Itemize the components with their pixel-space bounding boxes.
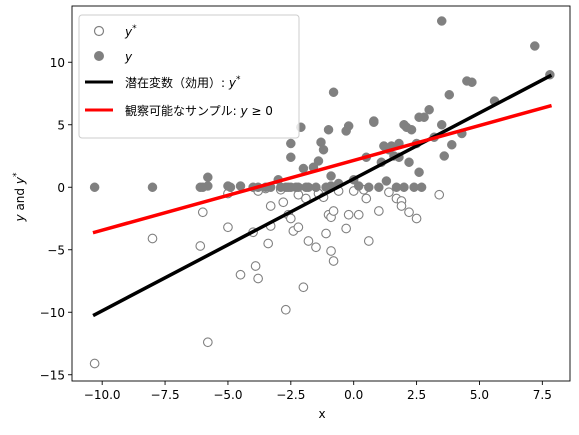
data-point-y xyxy=(364,182,374,192)
data-point-y-star xyxy=(250,261,261,271)
data-point-y xyxy=(424,105,434,115)
data-point-y-star xyxy=(343,209,354,220)
data-point-y xyxy=(328,87,339,97)
data-point-y-star xyxy=(311,242,321,253)
observed-regression-line xyxy=(92,103,553,235)
data-point-y-star xyxy=(253,273,263,284)
legend-box xyxy=(78,14,300,139)
data-point-y xyxy=(318,145,329,155)
x-tick-label: 5.0 xyxy=(470,388,489,402)
legend-label-y-star: y* xyxy=(124,24,137,39)
y-tick-label: −5 xyxy=(47,243,65,257)
x-axis-label: x xyxy=(318,407,325,421)
data-point-y xyxy=(439,151,449,161)
latent-regression-line xyxy=(92,73,553,318)
data-point-y-star xyxy=(328,256,339,266)
legend: y* y 潜在変数（効用）: y* 観察可能なサンプル: y ≥ 0 xyxy=(78,14,300,139)
data-point-y-star xyxy=(223,222,233,233)
data-point-y xyxy=(447,140,457,150)
data-point-y-star xyxy=(197,207,208,218)
data-point-y xyxy=(323,125,334,135)
data-point-y-star xyxy=(321,228,331,239)
data-point-y xyxy=(406,125,417,135)
x-tick-label: −2.5 xyxy=(276,388,305,402)
data-point-y-star xyxy=(147,233,158,244)
data-point-y xyxy=(286,138,296,149)
data-point-y-star xyxy=(361,193,372,204)
y-tick-label: −10 xyxy=(40,306,65,320)
legend-label-latent: 潜在変数（効用）: y* xyxy=(125,75,241,90)
y-axis-label: y and y* xyxy=(12,172,27,222)
data-point-y xyxy=(353,181,364,191)
data-point-y xyxy=(419,112,429,122)
data-point-y xyxy=(444,90,455,100)
data-point-y-star xyxy=(341,223,352,234)
data-point-y xyxy=(436,16,447,26)
data-point-y xyxy=(436,120,447,130)
data-point-y-star xyxy=(328,206,339,216)
x-tick-label: −10.0 xyxy=(84,388,121,402)
data-point-y-star xyxy=(293,222,304,233)
data-point-y-star xyxy=(280,304,291,315)
data-point-y-star xyxy=(235,269,246,280)
plot-area: −10.0 −7.5 −5.0 −2.5 0.0 2.5 5.0 7.5 −15 −10 −5 0 5 1… xyxy=(40,5,571,402)
data-point-y-star xyxy=(195,241,206,251)
y-tick-label: 5 xyxy=(57,118,65,132)
y-tick-label: −15 xyxy=(40,368,65,382)
data-point-y xyxy=(343,121,354,131)
data-point-y xyxy=(369,117,379,127)
data-point-y-star xyxy=(285,213,296,224)
legend-marker-y-star xyxy=(93,25,105,37)
plot-marks xyxy=(89,16,555,369)
data-point-y xyxy=(414,167,424,177)
data-point-y-star xyxy=(404,207,414,218)
data-point-y-star xyxy=(326,246,336,256)
data-point-y xyxy=(467,77,477,87)
data-point-y xyxy=(313,156,324,166)
data-point-y-star xyxy=(363,236,374,246)
data-point-y-star xyxy=(411,213,422,224)
data-point-y xyxy=(89,182,100,192)
data-point-y-star xyxy=(202,337,213,348)
data-point-y xyxy=(374,182,384,192)
data-point-y xyxy=(399,182,409,192)
svg-text:y and y*: y and y* xyxy=(12,172,27,222)
data-point-y-star xyxy=(278,197,289,208)
data-point-y xyxy=(381,176,392,186)
data-point-y xyxy=(225,182,236,192)
data-point-y-star xyxy=(396,201,407,211)
plot-frame xyxy=(71,5,571,382)
x-tick-label: −7.5 xyxy=(150,388,179,402)
legend-marker-y xyxy=(94,51,104,61)
data-point-y xyxy=(326,171,336,181)
x-tick-label: −5.0 xyxy=(213,388,242,402)
data-point-y-star xyxy=(373,206,384,216)
data-point-y xyxy=(416,182,427,192)
data-point-y-star xyxy=(303,236,314,246)
data-point-y-star xyxy=(434,189,445,200)
data-point-y xyxy=(298,163,309,174)
data-point-y-star xyxy=(384,187,394,198)
y-tick-label: 10 xyxy=(50,56,65,70)
x-tick-label: 0.0 xyxy=(344,388,363,402)
x-tick-label: 7.5 xyxy=(533,388,552,402)
data-point-y-star xyxy=(298,282,309,293)
legend-label-y: y xyxy=(124,50,133,64)
x-tick-label: 2.5 xyxy=(407,388,426,402)
data-point-y-star xyxy=(89,358,100,369)
data-point-y-star xyxy=(263,238,274,249)
data-point-y xyxy=(404,157,414,167)
data-point-y xyxy=(286,152,296,162)
y-tick-label: 0 xyxy=(57,181,65,195)
data-point-y-star xyxy=(353,209,364,220)
data-point-y xyxy=(311,182,321,192)
legend-label-observed: 観察可能なサンプル: y ≥ 0 xyxy=(125,104,273,118)
data-point-y xyxy=(147,182,158,192)
data-point-y xyxy=(203,181,213,191)
data-point-y xyxy=(203,172,213,182)
data-point-y-star xyxy=(265,201,276,211)
data-point-y xyxy=(530,41,540,51)
